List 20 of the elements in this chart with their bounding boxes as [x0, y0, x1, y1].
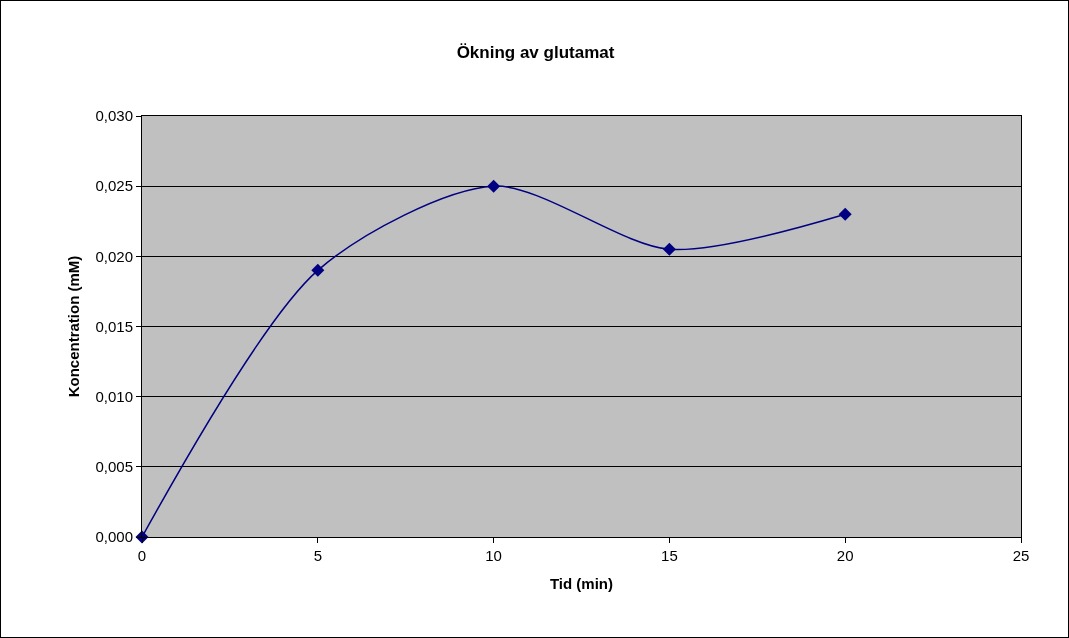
x-tick-label: 25 — [1012, 547, 1030, 564]
y-tick-label: 0,010 — [95, 387, 133, 405]
y-tick-label: 0,020 — [95, 247, 133, 265]
y-tick-label: 0,000 — [95, 528, 133, 546]
y-tick-label: 0,005 — [95, 458, 133, 476]
point — [487, 179, 501, 193]
x-tick-label: 5 — [313, 547, 322, 564]
y-tick-label: 0,030 — [95, 107, 133, 125]
point — [838, 207, 852, 221]
x-tick-label: 20 — [836, 547, 854, 564]
x-tick-label: 10 — [485, 547, 502, 564]
y-tick-label: 0,025 — [95, 177, 133, 195]
point — [311, 263, 325, 277]
x-tick-label: 0 — [137, 547, 147, 564]
x-tick-label: 15 — [661, 547, 678, 564]
point — [662, 242, 676, 256]
chart-title: Ökning av glutamat — [456, 42, 615, 62]
x-axis-title: Tid (min) — [549, 575, 614, 592]
y-axis-title: Koncentration (mM) — [64, 255, 82, 398]
y-tick-label: 0,015 — [95, 317, 133, 335]
